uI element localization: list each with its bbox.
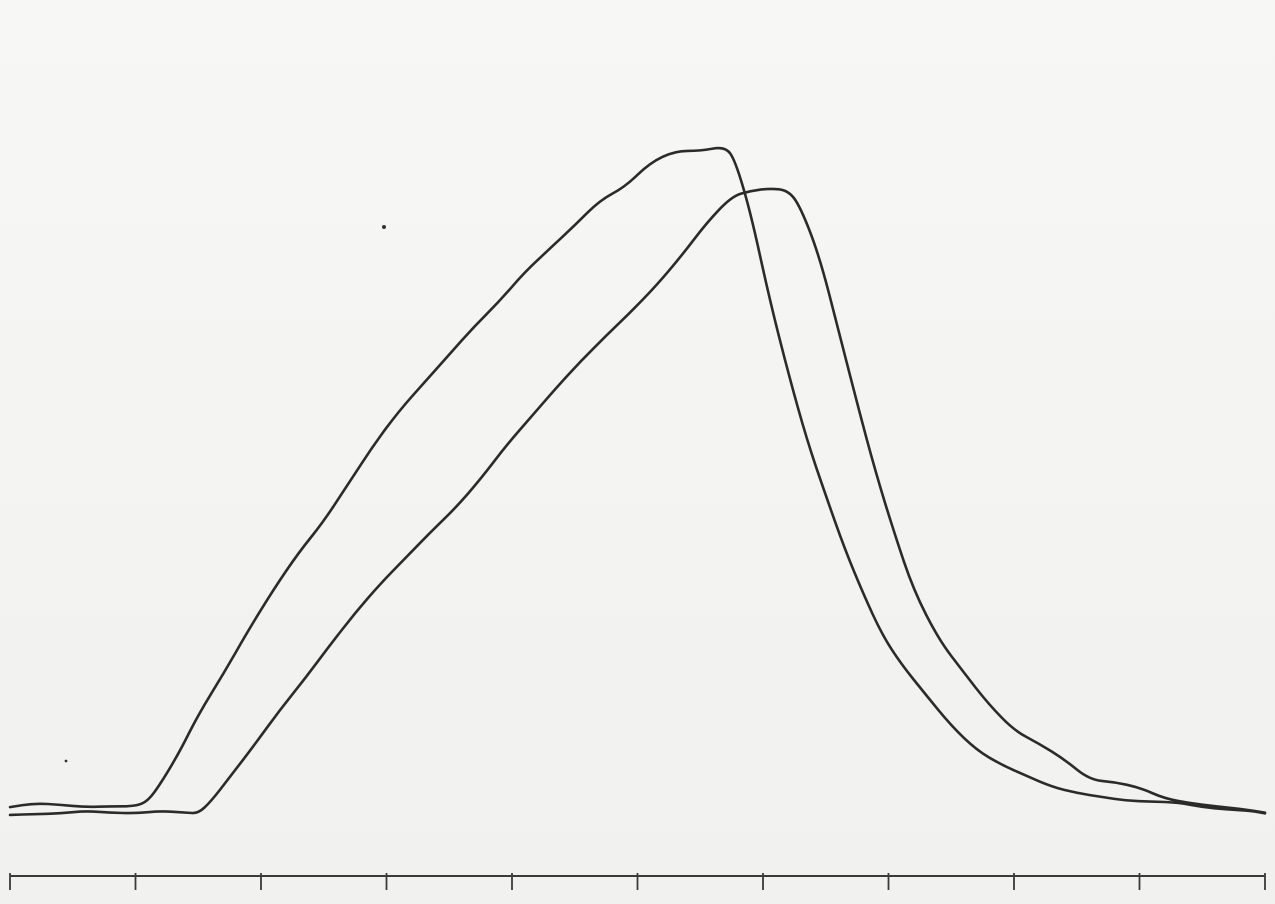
trace-line-1 bbox=[8, 146, 1267, 815]
paper-specks bbox=[64, 225, 386, 763]
trace-line-2 bbox=[8, 187, 1267, 817]
ink-speck bbox=[382, 225, 386, 229]
traces-group bbox=[8, 146, 1267, 817]
ink-speck bbox=[64, 759, 68, 763]
x-axis bbox=[9, 873, 1266, 890]
